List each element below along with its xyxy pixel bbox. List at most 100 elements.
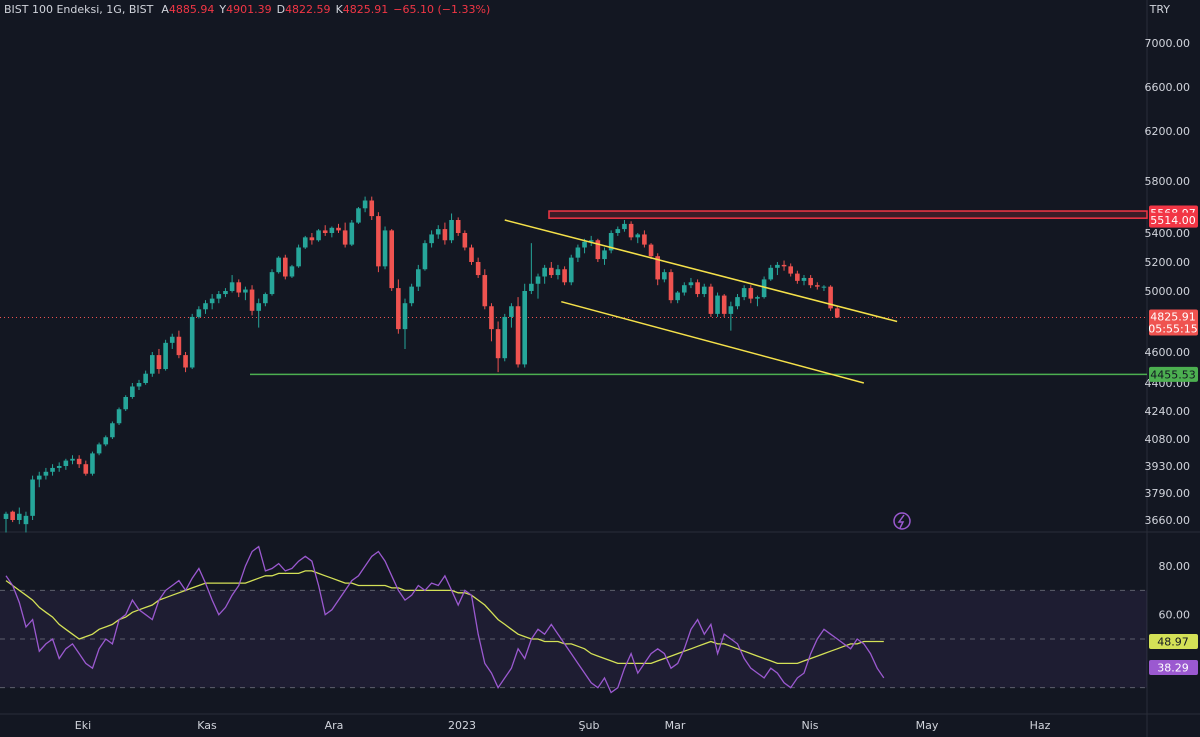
candle[interactable] xyxy=(688,277,694,289)
candle[interactable] xyxy=(588,235,594,247)
candle[interactable] xyxy=(396,279,401,334)
candle[interactable] xyxy=(376,212,381,273)
candle[interactable] xyxy=(628,221,634,241)
candle[interactable] xyxy=(17,507,22,525)
candle[interactable] xyxy=(83,460,89,476)
candle[interactable] xyxy=(3,511,9,533)
candle[interactable] xyxy=(455,217,461,236)
candle[interactable] xyxy=(469,244,474,265)
candle[interactable] xyxy=(43,467,49,480)
candle[interactable] xyxy=(755,295,760,307)
candle[interactable] xyxy=(70,455,75,465)
candle[interactable] xyxy=(402,298,408,349)
alert-icon[interactable] xyxy=(893,512,911,530)
candle[interactable] xyxy=(662,269,667,283)
candle[interactable] xyxy=(708,283,714,317)
candle[interactable] xyxy=(595,238,601,262)
candle[interactable] xyxy=(735,294,740,310)
candle[interactable] xyxy=(289,264,295,278)
candle[interactable] xyxy=(542,264,547,284)
candle[interactable] xyxy=(110,421,115,440)
candle[interactable] xyxy=(562,266,567,286)
candle[interactable] xyxy=(482,269,488,310)
candle[interactable] xyxy=(136,379,142,390)
candle[interactable] xyxy=(602,247,607,265)
candle[interactable] xyxy=(675,291,680,304)
candle[interactable] xyxy=(682,282,687,296)
candle[interactable] xyxy=(362,196,368,213)
candle[interactable] xyxy=(721,294,727,317)
candle[interactable] xyxy=(329,226,335,238)
candle[interactable] xyxy=(435,225,441,239)
candle[interactable] xyxy=(741,285,747,301)
candle[interactable] xyxy=(795,270,800,284)
price-pane[interactable] xyxy=(0,196,1148,533)
candle[interactable] xyxy=(442,222,448,245)
candle[interactable] xyxy=(808,275,813,289)
candle[interactable] xyxy=(103,435,109,447)
candle[interactable] xyxy=(549,262,554,278)
candle[interactable] xyxy=(821,285,827,291)
candle[interactable] xyxy=(349,220,355,247)
candle[interactable] xyxy=(30,475,35,520)
candle[interactable] xyxy=(196,306,202,319)
symbol-title[interactable]: BIST 100 Endeksi, 1G, BIST xyxy=(4,3,154,16)
trendline-lower[interactable] xyxy=(561,300,865,384)
candle[interactable] xyxy=(608,230,614,254)
candle[interactable] xyxy=(296,244,301,268)
candle[interactable] xyxy=(56,462,62,472)
candle[interactable] xyxy=(243,286,248,301)
candle[interactable] xyxy=(515,297,521,368)
candle[interactable] xyxy=(788,263,793,277)
candle[interactable] xyxy=(169,333,175,349)
candle[interactable] xyxy=(535,273,541,299)
candle[interactable] xyxy=(203,300,208,314)
candle[interactable] xyxy=(263,292,268,307)
candle[interactable] xyxy=(701,283,707,298)
candle[interactable] xyxy=(475,257,481,278)
candle[interactable] xyxy=(555,264,561,280)
candle[interactable] xyxy=(489,303,494,342)
candle[interactable] xyxy=(36,471,42,488)
candle[interactable] xyxy=(522,283,527,368)
candle[interactable] xyxy=(648,243,654,260)
candle[interactable] xyxy=(495,321,501,373)
candle[interactable] xyxy=(276,256,281,274)
candle[interactable] xyxy=(781,260,787,271)
candle[interactable] xyxy=(183,352,188,373)
candle[interactable] xyxy=(309,233,315,245)
candle[interactable] xyxy=(382,226,388,270)
trendline-upper[interactable] xyxy=(504,219,898,323)
candle[interactable] xyxy=(356,207,361,224)
candle[interactable] xyxy=(76,455,82,468)
candle[interactable] xyxy=(801,275,807,286)
candle[interactable] xyxy=(156,348,162,374)
candle[interactable] xyxy=(50,464,55,476)
candle[interactable] xyxy=(568,254,574,286)
candle[interactable] xyxy=(622,220,627,232)
candle[interactable] xyxy=(615,226,621,236)
candle[interactable] xyxy=(834,306,840,318)
candle[interactable] xyxy=(815,282,820,290)
candle[interactable] xyxy=(342,222,348,248)
price-axis[interactable]: 7000.00 6600.00 6200.00 5800.00 5400.00 5200.… xyxy=(1145,37,1191,622)
candle[interactable] xyxy=(130,383,135,399)
time-axis[interactable]: Eki Kas Ara 2023 Şub Mar Nis May Haz xyxy=(75,719,1051,732)
candle[interactable] xyxy=(256,298,261,328)
candle[interactable] xyxy=(422,240,428,271)
candle[interactable] xyxy=(429,230,434,248)
candle[interactable] xyxy=(775,262,780,276)
rsi-pane[interactable] xyxy=(0,545,1147,694)
candle[interactable] xyxy=(655,253,660,286)
candle[interactable] xyxy=(316,229,321,242)
candle[interactable] xyxy=(163,339,168,371)
candle[interactable] xyxy=(389,229,394,291)
candle[interactable] xyxy=(728,301,734,331)
candle[interactable] xyxy=(322,225,328,236)
candle[interactable] xyxy=(695,279,700,298)
candle[interactable] xyxy=(23,511,29,533)
candle[interactable] xyxy=(642,230,647,248)
candle[interactable] xyxy=(409,283,414,307)
candle[interactable] xyxy=(668,269,674,304)
